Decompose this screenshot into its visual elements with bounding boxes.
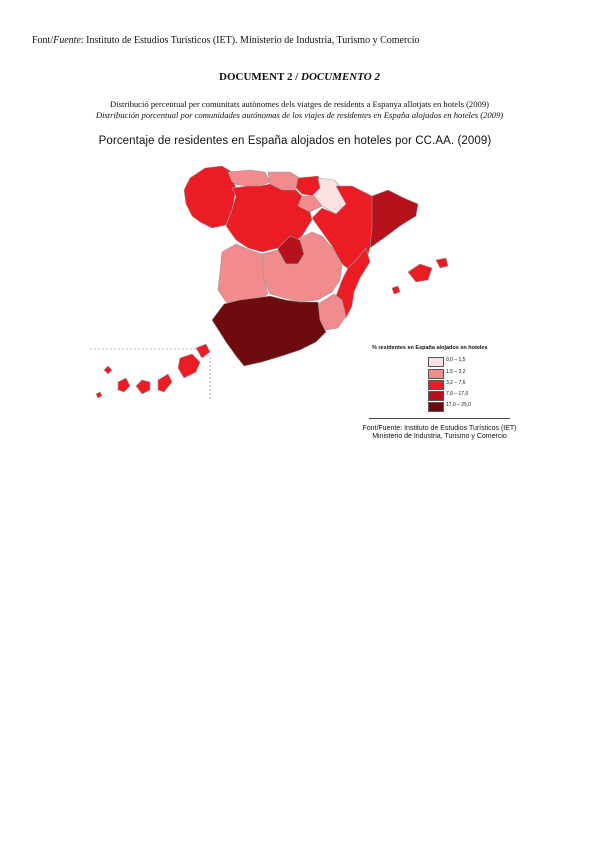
canarias-inset-frame — [90, 348, 211, 400]
map-source-line1: Font/Fuente: Instituto de Estudios Turís… — [362, 425, 517, 432]
region-castilla-leon — [225, 183, 313, 253]
region-canarias — [95, 343, 211, 399]
region-cataluna — [369, 189, 419, 249]
legend-swatch — [428, 369, 444, 379]
legend-divider — [369, 418, 510, 419]
legend-swatch — [428, 357, 444, 367]
map-title: Porcentaje de residentes en España aloja… — [98, 135, 492, 147]
legend-label: 0,0 – 1,5 — [446, 357, 466, 363]
legend-swatch — [428, 402, 444, 412]
region-castilla-la-mancha — [261, 231, 343, 303]
region-baleares — [391, 257, 449, 295]
legend-label: 3,2 – 7,6 — [446, 380, 466, 386]
legend-swatch — [428, 391, 444, 401]
document-title: DOCUMENT 2 / DOCUMENTO 2 — [0, 71, 599, 83]
map-source: Font/Fuente: Instituto de Estudios Turís… — [352, 425, 527, 441]
map-source-line2: Ministerio de Industria, Turismo y Comer… — [372, 433, 507, 440]
legend-title: % residentes en España alojados en hotel… — [372, 345, 488, 351]
legend-swatch — [428, 380, 444, 390]
region-extremadura — [217, 243, 269, 307]
region-galicia — [183, 165, 237, 229]
caption-spanish: Distribución porcentual por comunidades … — [95, 110, 504, 120]
legend-label: 17,0 – 25,0 — [446, 402, 472, 408]
legend-label: 1,5 – 3,2 — [446, 369, 466, 375]
source-fuente: Fuente — [53, 35, 81, 46]
map-legend: % residentes en España alojados en hotel… — [368, 343, 510, 418]
caption-catalan: Distribució percentual per comunitats au… — [110, 99, 489, 109]
document-title-catalan: DOCUMENT 2 / — [219, 71, 302, 83]
document-title-spanish: DOCUMENTO 2 — [301, 71, 380, 83]
source-line: Font/Fuente: Instituto de Estudios Turís… — [32, 35, 420, 46]
legend-label: 7,6 – 17,0 — [446, 391, 469, 397]
source-prefix: Font/ — [32, 35, 54, 46]
source-text: : Instituto de Estudios Turísticos (IET)… — [80, 35, 420, 46]
region-andalucia — [211, 295, 327, 367]
